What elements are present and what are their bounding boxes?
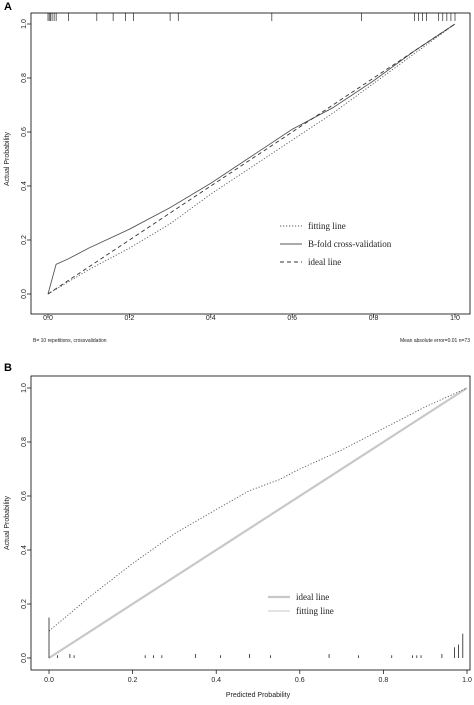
panel-a-footnote-right: Mean absolute error=0.01 n=73 — [400, 338, 470, 344]
panel-b-x-tick-label: 0.0 — [44, 677, 54, 684]
panel-b-y-tick-label: 1.0 — [21, 383, 28, 393]
panel-a-legend-label: B-fold cross-validation — [308, 239, 392, 249]
panel-a-legend-label: fitting line — [308, 221, 346, 231]
panel-b-y-tick-label: 0.6 — [21, 491, 28, 501]
panel-b-y-tick-label: 0.4 — [21, 545, 28, 555]
panel-a-frame — [30, 12, 471, 315]
panel-b-x-tick-label: 0.4 — [211, 677, 221, 684]
panel-b-x-tick-label: 0.2 — [128, 677, 138, 684]
panel-b-label: B — [4, 362, 12, 374]
panel-b-x-axis-title: Predicted Probability — [226, 692, 291, 699]
panel-b-x-tick-label: 0.8 — [379, 677, 389, 684]
panel-a-series-line-0 — [47, 23, 456, 295]
panel-a-y-tick-label: 0.6 — [21, 127, 28, 137]
panel-b-series-line-2 — [48, 387, 468, 632]
panel-a-x-tick-label: 0.6 — [287, 315, 297, 322]
panel-b-frame — [30, 375, 471, 671]
panel-b-series-line-1 — [48, 387, 468, 659]
panel-a-y-axis-title: Actual Probability — [4, 131, 11, 186]
panel-a-y-tick-label: 1.0 — [21, 19, 28, 29]
panel-a-footnote-left: B= 10 repetitions, crossvalidation — [33, 338, 107, 344]
panel-b-x-tick-label: 0.6 — [295, 677, 305, 684]
panel-a-x-tick-label: 0.2 — [125, 315, 135, 322]
panel-b-legend-label: ideal line — [296, 592, 329, 602]
panel-b-y-tick-label: 0.8 — [21, 437, 28, 447]
panel-a-label: A — [4, 1, 12, 13]
panel-a-x-tick-label: 1.0 — [450, 315, 460, 322]
panel-a-x-tick-label: 0.0 — [43, 315, 53, 322]
panel-a-x-tick-label: 0.8 — [369, 315, 379, 322]
panel-b-x-tick-label: 1.0 — [462, 677, 472, 684]
panel-a-x-tick-label: 0.4 — [206, 315, 216, 322]
panel-b-y-tick-label: 0.2 — [21, 599, 28, 609]
panel-b-legend-label: fitting line — [296, 606, 334, 616]
panel-a-series-line-1 — [47, 23, 456, 295]
panel-b-y-tick-label: 0.0 — [21, 653, 28, 663]
panel-a-legend-label: ideal line — [308, 257, 341, 267]
panel-a-y-tick-label: 0.8 — [21, 73, 28, 83]
panel-a-y-tick-label: 0.2 — [21, 235, 28, 245]
panel-b-y-axis-title: Actual Probability — [4, 495, 11, 550]
panel-a-series-line-2 — [47, 23, 456, 295]
panel-a-y-tick-label: 0.4 — [21, 181, 28, 191]
panel-a-y-tick-label: 0.0 — [21, 289, 28, 299]
